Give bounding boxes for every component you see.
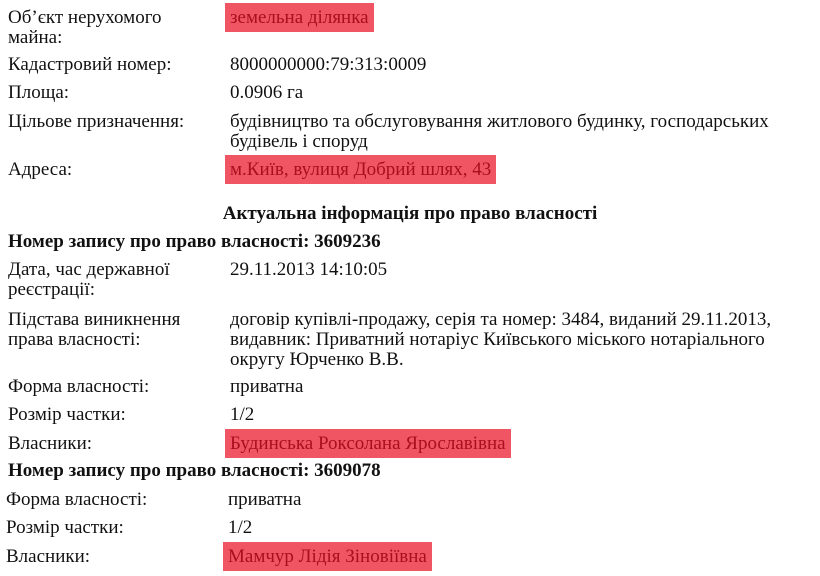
label: Розмір частки: xyxy=(8,404,126,425)
value: договір купівлі-продажу, серія та номер:… xyxy=(230,309,772,370)
redacted-value: Мамчур Лідія Зіновіївна xyxy=(223,542,432,571)
value: приватна xyxy=(230,376,304,397)
label: Форма власності: xyxy=(6,489,148,510)
label: Адреса: xyxy=(8,159,73,180)
label: Дата, час державної реєстрації: xyxy=(8,259,170,300)
record-title: Номер запису про право власності: 360907… xyxy=(8,460,381,481)
redacted-value: Будинська Роксолана Ярославівна xyxy=(225,429,511,458)
label: Площа: xyxy=(8,82,70,103)
label: Розмір частки: xyxy=(6,517,124,538)
value: 1/2 xyxy=(228,517,253,538)
redacted-value: м.Київ, вулиця Добрий шлях, 43 xyxy=(225,155,497,184)
label: Кадастровий номер: xyxy=(8,54,172,75)
value: 0.0906 га xyxy=(230,82,304,103)
value: приватна xyxy=(228,489,302,510)
label: Підстава виникнення права власності: xyxy=(8,309,181,350)
value: 8000000000:79:313:0009 xyxy=(230,54,427,75)
label: Об’єкт нерухомого майна: xyxy=(8,7,162,48)
label: Форма власності: xyxy=(8,376,150,397)
value: будівництво та обслуговування житлового … xyxy=(230,111,769,152)
value: 1/2 xyxy=(230,404,255,425)
record-title: Номер запису про право власності: 360923… xyxy=(8,231,381,252)
label: Власники: xyxy=(6,546,91,567)
label: Цільове призначення: xyxy=(8,111,185,132)
section-title: Актуальна інформація про право власності xyxy=(222,203,598,224)
value: 29.11.2013 14:10:05 xyxy=(230,259,388,280)
label: Власники: xyxy=(8,433,93,454)
redacted-value: земельна ділянка xyxy=(225,3,374,32)
